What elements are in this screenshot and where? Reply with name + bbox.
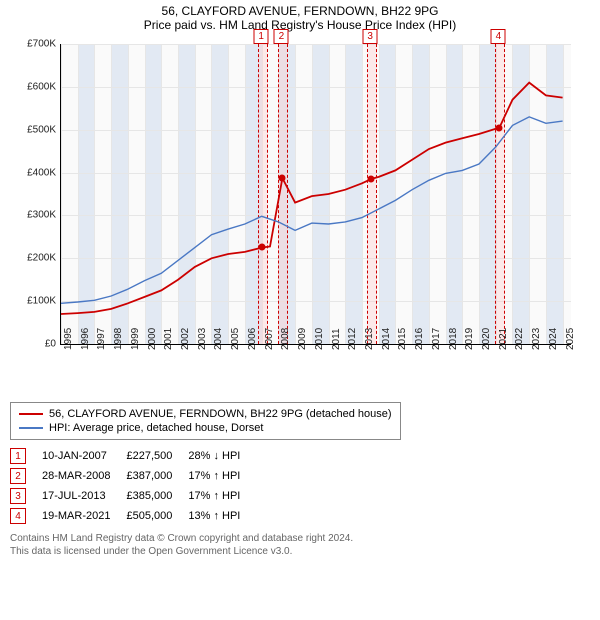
x-tick-label: 2010 bbox=[314, 328, 325, 350]
trade-price: £387,000 bbox=[126, 466, 188, 486]
x-tick-label: 1998 bbox=[113, 328, 124, 350]
x-tick-label: 1999 bbox=[130, 328, 141, 350]
trade-delta: 17% ↑ HPI bbox=[188, 466, 256, 486]
trade-delta: 28% ↓ HPI bbox=[188, 446, 256, 466]
x-tick-label: 1997 bbox=[96, 328, 107, 350]
table-row: 1 10-JAN-2007 £227,500 28% ↓ HPI bbox=[10, 446, 256, 466]
sale-dot bbox=[279, 175, 286, 182]
x-tick-label: 2019 bbox=[464, 328, 475, 350]
x-tick-label: 2022 bbox=[514, 328, 525, 350]
y-tick-label: £200K bbox=[10, 253, 56, 264]
legend-label: HPI: Average price, detached house, Dors… bbox=[49, 422, 263, 434]
x-tick-label: 2004 bbox=[213, 328, 224, 350]
sale-band-label: 2 bbox=[274, 29, 289, 44]
x-tick-label: 2001 bbox=[163, 328, 174, 350]
x-tick-label: 2013 bbox=[364, 328, 375, 350]
trade-marker: 1 bbox=[10, 448, 26, 464]
x-tick-label: 2016 bbox=[414, 328, 425, 350]
x-tick-label: 1995 bbox=[63, 328, 74, 350]
y-tick-label: £400K bbox=[10, 167, 56, 178]
trade-delta: 17% ↑ HPI bbox=[188, 486, 256, 506]
trade-price: £505,000 bbox=[126, 506, 188, 526]
y-tick-label: £700K bbox=[10, 39, 56, 50]
trade-date: 17-JUL-2013 bbox=[42, 486, 126, 506]
x-tick-label: 2021 bbox=[498, 328, 509, 350]
x-tick-label: 1996 bbox=[80, 328, 91, 350]
trade-marker: 4 bbox=[10, 508, 26, 524]
y-tick-label: £100K bbox=[10, 296, 56, 307]
sale-dot bbox=[259, 243, 266, 250]
footer-l2: This data is licensed under the Open Gov… bbox=[10, 545, 590, 558]
x-tick-label: 2009 bbox=[297, 328, 308, 350]
chart-plot bbox=[60, 44, 571, 345]
trade-marker: 2 bbox=[10, 468, 26, 484]
trade-price: £227,500 bbox=[126, 446, 188, 466]
series-line bbox=[61, 83, 563, 314]
trade-date: 28-MAR-2008 bbox=[42, 466, 126, 486]
legend-label: 56, CLAYFORD AVENUE, FERNDOWN, BH22 9PG … bbox=[49, 408, 392, 420]
x-tick-label: 2005 bbox=[230, 328, 241, 350]
chart-area: £0£100K£200K£300K£400K£500K£600K£700K 12… bbox=[10, 36, 586, 396]
trade-marker: 3 bbox=[10, 488, 26, 504]
footer-l1: Contains HM Land Registry data © Crown c… bbox=[10, 532, 590, 545]
y-tick-label: £0 bbox=[10, 339, 56, 350]
legend-swatch bbox=[19, 427, 43, 429]
x-tick-label: 2008 bbox=[280, 328, 291, 350]
y-tick-label: £500K bbox=[10, 124, 56, 135]
table-row: 3 17-JUL-2013 £385,000 17% ↑ HPI bbox=[10, 486, 256, 506]
x-tick-label: 2012 bbox=[347, 328, 358, 350]
legend-item: HPI: Average price, detached house, Dors… bbox=[19, 421, 392, 435]
legend-swatch bbox=[19, 413, 43, 415]
x-tick-label: 2020 bbox=[481, 328, 492, 350]
series-line bbox=[61, 117, 563, 303]
x-tick-label: 2014 bbox=[381, 328, 392, 350]
x-tick-label: 2006 bbox=[247, 328, 258, 350]
chart-title: 56, CLAYFORD AVENUE, FERNDOWN, BH22 9PG bbox=[10, 4, 590, 18]
sales-table: 1 10-JAN-2007 £227,500 28% ↓ HPI 2 28-MA… bbox=[10, 446, 590, 526]
x-tick-label: 2024 bbox=[548, 328, 559, 350]
x-tick-label: 2017 bbox=[431, 328, 442, 350]
legend-item: 56, CLAYFORD AVENUE, FERNDOWN, BH22 9PG … bbox=[19, 407, 392, 421]
trade-price: £385,000 bbox=[126, 486, 188, 506]
x-tick-label: 2025 bbox=[565, 328, 576, 350]
legend: 56, CLAYFORD AVENUE, FERNDOWN, BH22 9PG … bbox=[10, 402, 401, 440]
x-tick-label: 2002 bbox=[180, 328, 191, 350]
x-tick-label: 2011 bbox=[331, 328, 342, 350]
sale-band-label: 3 bbox=[363, 29, 378, 44]
x-tick-label: 2018 bbox=[448, 328, 459, 350]
table-row: 4 19-MAR-2021 £505,000 13% ↑ HPI bbox=[10, 506, 256, 526]
x-tick-label: 2023 bbox=[531, 328, 542, 350]
x-tick-label: 2000 bbox=[147, 328, 158, 350]
sale-band-label: 4 bbox=[491, 29, 506, 44]
trade-date: 10-JAN-2007 bbox=[42, 446, 126, 466]
x-tick-label: 2003 bbox=[197, 328, 208, 350]
sale-band-label: 1 bbox=[254, 29, 269, 44]
footer: Contains HM Land Registry data © Crown c… bbox=[10, 532, 590, 558]
table-row: 2 28-MAR-2008 £387,000 17% ↑ HPI bbox=[10, 466, 256, 486]
x-tick-label: 2007 bbox=[264, 328, 275, 350]
chart-series bbox=[61, 44, 571, 344]
sale-dot bbox=[368, 176, 375, 183]
x-tick-label: 2015 bbox=[397, 328, 408, 350]
trade-date: 19-MAR-2021 bbox=[42, 506, 126, 526]
sale-dot bbox=[496, 124, 503, 131]
y-tick-label: £600K bbox=[10, 81, 56, 92]
y-tick-label: £300K bbox=[10, 210, 56, 221]
trade-delta: 13% ↑ HPI bbox=[188, 506, 256, 526]
